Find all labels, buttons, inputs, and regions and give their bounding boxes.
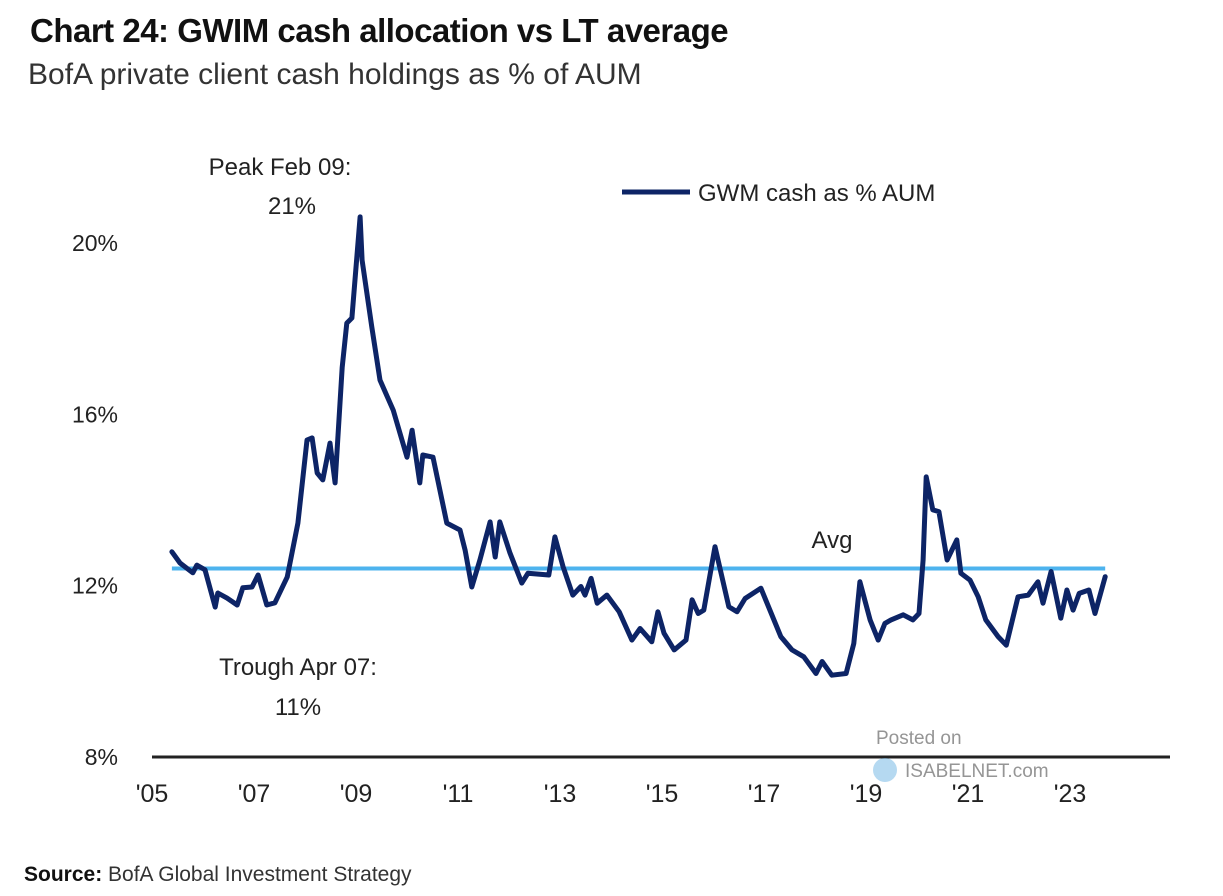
x-tick-label: '07	[238, 780, 271, 808]
legend: GWM cash as % AUM	[622, 180, 935, 207]
y-tick-label: 8%	[85, 744, 118, 770]
x-tick-label: '15	[646, 780, 679, 808]
watermark-line1: Posted on	[876, 728, 962, 749]
y-tick-label: 20%	[72, 230, 118, 256]
y-tick-label: 12%	[72, 573, 118, 599]
x-tick-label: '23	[1054, 780, 1087, 808]
x-tick-label: '11	[443, 780, 474, 808]
x-tick-label: '17	[748, 780, 781, 808]
annotation-avg: Avg	[812, 527, 853, 554]
x-axis-ticks: '05 '07 '09 '11 '13 '15 '17 '19 '21 '23	[136, 780, 1087, 808]
x-tick-label: '05	[136, 780, 169, 808]
source-text: BofA Global Investment Strategy	[108, 863, 412, 886]
annotation-peak-line1: Peak Feb 09:	[209, 154, 352, 181]
annotation-trough-line1: Trough Apr 07:	[219, 654, 377, 681]
x-tick-label: '09	[340, 780, 373, 808]
series-line-gwm-cash	[169, 214, 1108, 678]
source-label: Source:	[24, 863, 103, 886]
source-note: Source: BofA Global Investment Strategy	[24, 863, 412, 887]
annotation-trough-line2: 11%	[275, 694, 321, 721]
x-tick-label: '13	[544, 780, 577, 808]
chart-subtitle: BofA private client cash holdings as % o…	[28, 58, 642, 91]
chart-title: Chart 24: GWIM cash allocation vs LT ave…	[30, 12, 729, 49]
watermark-line2: ISABELNET.com	[905, 761, 1049, 782]
annotation-peak-line2: 21%	[268, 193, 316, 220]
x-tick-label: '19	[850, 780, 883, 808]
watermark-logo-icon	[873, 758, 897, 782]
y-tick-label: 16%	[72, 401, 118, 427]
legend-label: GWM cash as % AUM	[698, 180, 935, 207]
y-axis-ticks: 8% 12% 16% 20%	[72, 230, 118, 770]
x-tick-label: '21	[952, 780, 985, 808]
watermark: Posted on ISABELNET.com	[873, 728, 1049, 782]
